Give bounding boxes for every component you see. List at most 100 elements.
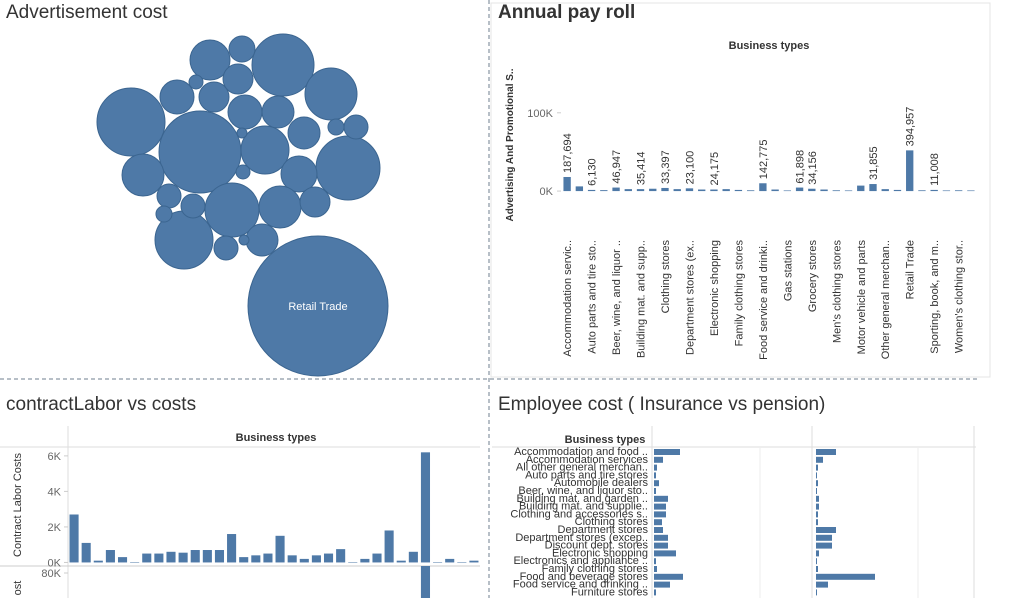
bar xyxy=(816,550,819,557)
bar xyxy=(575,186,584,192)
y-tick-label: Department stores xyxy=(558,524,649,536)
chart-title: Employee cost ( Insurance vs pension) xyxy=(498,394,825,415)
y-tick-label: Discount dept. stores xyxy=(545,540,649,552)
bubble-label: Retail Trade xyxy=(288,301,347,313)
x-tick-label: Food service and drinki.. xyxy=(758,240,770,360)
bar xyxy=(299,558,309,563)
bar xyxy=(654,456,663,463)
bar xyxy=(336,549,346,563)
x-tick-label: Motor vehicle and parts xyxy=(856,240,868,355)
bar xyxy=(722,189,730,192)
x-tick-label: Family clothing stores xyxy=(733,240,745,347)
bar xyxy=(130,562,140,563)
y-tick-label: Department stores (excep.. xyxy=(515,532,648,544)
bar xyxy=(654,534,668,541)
bar xyxy=(734,189,743,192)
bubble xyxy=(327,118,345,136)
bubble xyxy=(155,205,173,223)
bar xyxy=(360,558,370,563)
x-tick-label: Clothing stores xyxy=(660,240,672,314)
bar xyxy=(420,452,431,563)
bar xyxy=(673,189,681,192)
y-tick-label: 2K xyxy=(48,522,62,534)
bar-label: 11,008 xyxy=(929,153,941,186)
bar xyxy=(661,187,669,192)
bar xyxy=(816,573,875,580)
bar xyxy=(710,189,718,192)
chart-title: Annual pay roll xyxy=(498,2,635,23)
y-tick-label: Auto parts and tire stores xyxy=(525,469,648,481)
bar xyxy=(869,184,877,192)
bubble xyxy=(235,164,251,180)
bar xyxy=(624,189,632,192)
bar xyxy=(420,566,431,598)
bubble xyxy=(287,116,321,150)
bar xyxy=(214,550,225,563)
bubble xyxy=(236,127,248,139)
bar xyxy=(636,189,645,192)
bubble xyxy=(121,153,165,197)
bar-label: 33,397 xyxy=(660,150,672,184)
bar xyxy=(816,449,836,455)
bar xyxy=(942,190,951,192)
bar xyxy=(816,534,832,541)
bar xyxy=(469,560,479,563)
header: Business types xyxy=(236,432,317,444)
bar xyxy=(239,557,249,563)
bar xyxy=(816,581,828,588)
bar xyxy=(287,555,297,563)
y-tick-label: Food and beverage stores xyxy=(520,571,649,583)
bar-label: 35,414 xyxy=(636,151,648,185)
bar xyxy=(808,188,816,192)
bar xyxy=(251,555,261,563)
bar xyxy=(563,176,571,192)
bubble xyxy=(238,234,250,246)
y-tick-label: Building mat. and supplie.. xyxy=(519,501,648,513)
bar xyxy=(311,555,321,563)
bubble xyxy=(159,79,195,115)
x-tick-label: Other general merchan.. xyxy=(880,240,892,359)
bar xyxy=(654,495,668,502)
bar xyxy=(654,573,683,580)
x-tick-label: Accommodation servic.. xyxy=(562,240,574,357)
bar-label: 31,855 xyxy=(868,146,880,180)
bar xyxy=(954,190,963,192)
bar xyxy=(654,503,666,510)
bar-label: 61,898 xyxy=(795,150,807,184)
bar xyxy=(202,550,212,563)
plot xyxy=(420,566,431,598)
bar xyxy=(142,553,152,563)
bar xyxy=(654,581,670,588)
bar xyxy=(857,185,865,192)
x-tick-label: Electronic shopping xyxy=(709,240,721,336)
bar xyxy=(384,530,394,563)
bar xyxy=(881,189,889,192)
bubble xyxy=(96,87,166,157)
chart-title: contractLabor vs costs xyxy=(6,394,196,415)
bubble xyxy=(315,135,381,201)
y-tick-label: 6K xyxy=(48,451,62,463)
bar xyxy=(654,550,676,557)
bar xyxy=(698,189,706,192)
bar xyxy=(654,472,656,479)
panel-border xyxy=(490,2,991,378)
y-axis-label: Contract Labor Costs xyxy=(12,453,24,557)
bar xyxy=(918,190,926,192)
chart-title: Advertisement cost xyxy=(6,2,168,23)
bar xyxy=(783,190,792,192)
y-tick-label: Accommodation services xyxy=(526,454,649,466)
bar xyxy=(685,188,694,192)
y-axis-label: Advertising And Promotional S.. xyxy=(505,68,516,221)
bubble xyxy=(156,183,182,209)
y-tick-label: 0K xyxy=(540,186,554,198)
bar xyxy=(654,589,656,596)
bar xyxy=(457,562,467,563)
header: Business types xyxy=(729,40,810,52)
bar xyxy=(893,189,902,192)
bar xyxy=(654,558,656,565)
x-tick-label: Beer, wine, and liquor .. xyxy=(611,240,623,355)
bar xyxy=(844,190,853,192)
bar xyxy=(816,589,817,596)
bar xyxy=(166,551,176,563)
